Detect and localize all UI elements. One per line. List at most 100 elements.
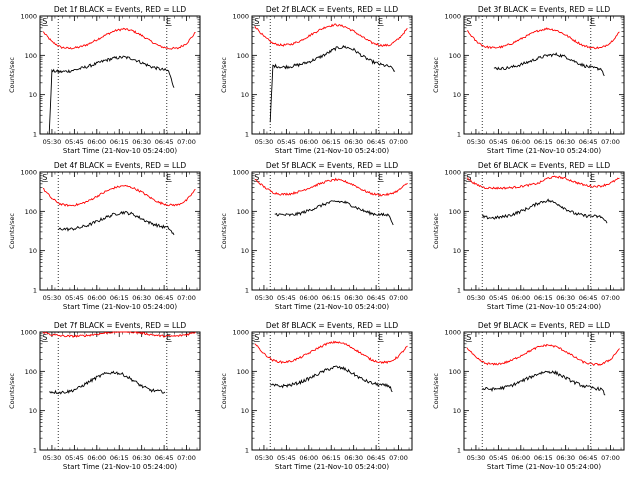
x-tick-label: 05:45 <box>277 294 296 302</box>
detector-panel-7: Det 7f BLACK = Events, RED = LLD Counts/s… <box>8 321 201 471</box>
lld-rate-line <box>466 175 620 190</box>
x-tick-label: 06:45 <box>579 454 598 462</box>
y-tick-label: 1000 <box>232 329 249 337</box>
interval-marker-label: E <box>378 17 383 26</box>
interval-marker-label: E <box>378 333 383 342</box>
y-tick-label: 1000 <box>444 329 461 337</box>
interval-marker-label: E <box>378 173 383 182</box>
detector-panel-9: Det 9f BLACK = Events, RED = LLD Counts/s… <box>432 321 625 471</box>
x-tick-label: 06:15 <box>534 454 553 462</box>
interval-marker-label: S <box>42 173 47 182</box>
x-tick-label: 06:45 <box>579 138 598 146</box>
y-tick-label: 1 <box>457 287 461 295</box>
y-tick-label: 1000 <box>20 169 37 177</box>
interval-marker-label: E <box>166 17 171 26</box>
y-tick-label: 100 <box>25 208 37 216</box>
y-axis-label: Counts/sec <box>8 57 16 93</box>
interval-marker-label: S <box>466 173 471 182</box>
x-tick-label: 06:15 <box>534 138 553 146</box>
y-axis-label: Counts/sec <box>220 373 228 409</box>
y-tick-label: 1 <box>33 447 37 455</box>
plot-frame <box>463 171 625 291</box>
x-tick-label: 06:00 <box>87 294 106 302</box>
x-tick-label: 05:45 <box>65 294 84 302</box>
interval-marker-label: E <box>590 173 595 182</box>
y-tick-label: 10 <box>241 247 249 255</box>
y-tick-label: 1 <box>457 131 461 139</box>
x-tick-label: 06:15 <box>110 454 129 462</box>
x-axis-label: Start Time (21-Nov-10 05:24:00) <box>487 463 601 471</box>
event-rate-line <box>58 210 175 236</box>
x-tick-label: 06:00 <box>511 294 530 302</box>
y-tick-label: 1 <box>33 287 37 295</box>
lld-rate-line <box>254 340 408 365</box>
lld-rate-line <box>42 331 196 339</box>
y-axis-label: Counts/sec <box>8 213 16 249</box>
detector-panel-1: Det 1f BLACK = Events, RED = LLD Counts/s… <box>8 5 201 155</box>
x-tick-label: 05:45 <box>65 138 84 146</box>
plot-frame <box>463 331 625 451</box>
y-tick-label: 100 <box>237 52 249 60</box>
detector-panel-3: Det 3f BLACK = Events, RED = LLD Counts/s… <box>432 5 625 155</box>
x-tick-label: 07:00 <box>389 454 408 462</box>
plot-frame <box>251 15 413 135</box>
x-tick-label: 06:30 <box>344 138 363 146</box>
x-tick-label: 06:45 <box>155 138 174 146</box>
x-tick-label: 06:45 <box>155 294 174 302</box>
panel-title: Det 8f BLACK = Events, RED = LLD <box>266 321 399 330</box>
x-tick-label: 06:30 <box>344 454 363 462</box>
x-tick-label: 06:15 <box>110 138 129 146</box>
detector-panel-5: Det 5f BLACK = Events, RED = LLD Counts/s… <box>220 161 413 311</box>
lld-rate-line <box>254 23 408 47</box>
x-tick-label: 06:45 <box>579 294 598 302</box>
x-tick-label: 07:00 <box>177 454 196 462</box>
interval-marker-label: S <box>42 17 47 26</box>
x-tick-label: 05:30 <box>467 294 486 302</box>
y-tick-label: 10 <box>241 407 249 415</box>
y-tick-label: 1 <box>457 447 461 455</box>
plot-frame <box>251 331 413 451</box>
interval-marker-label: S <box>254 17 259 26</box>
x-axis-label: Start Time (21-Nov-10 05:24:00) <box>275 463 389 471</box>
plot-frame <box>251 171 413 291</box>
y-tick-label: 10 <box>241 91 249 99</box>
panel-title: Det 4f BLACK = Events, RED = LLD <box>54 161 187 170</box>
interval-marker-label: E <box>166 173 171 182</box>
x-tick-label: 06:45 <box>367 294 386 302</box>
detector-panel-8: Det 8f BLACK = Events, RED = LLD Counts/s… <box>220 321 413 471</box>
interval-marker-label: E <box>590 333 595 342</box>
y-axis-label: Counts/sec <box>8 373 16 409</box>
y-axis-label: Counts/sec <box>432 373 440 409</box>
event-rate-line <box>49 370 166 395</box>
y-tick-label: 1000 <box>444 13 461 21</box>
x-tick-label: 06:00 <box>299 454 318 462</box>
y-tick-label: 10 <box>453 91 461 99</box>
x-tick-label: 06:00 <box>511 454 530 462</box>
event-rate-line <box>493 52 605 77</box>
x-tick-label: 05:30 <box>43 454 62 462</box>
x-tick-label: 07:00 <box>601 294 620 302</box>
event-rate-line <box>270 365 393 393</box>
x-tick-label: 06:00 <box>511 138 530 146</box>
x-tick-label: 05:45 <box>489 294 508 302</box>
plot-frame <box>39 15 201 135</box>
x-tick-label: 07:00 <box>601 454 620 462</box>
y-tick-label: 1 <box>245 131 249 139</box>
interval-marker-label: S <box>254 173 259 182</box>
panel-title: Det 6f BLACK = Events, RED = LLD <box>478 161 611 170</box>
y-tick-label: 10 <box>29 407 37 415</box>
x-tick-label: 05:30 <box>43 138 62 146</box>
y-tick-label: 1 <box>245 287 249 295</box>
lld-rate-line <box>42 184 196 207</box>
x-tick-label: 06:30 <box>556 294 575 302</box>
x-tick-label: 06:30 <box>556 138 575 146</box>
x-axis-label: Start Time (21-Nov-10 05:24:00) <box>487 147 601 155</box>
y-tick-label: 100 <box>25 52 37 60</box>
interval-marker-label: S <box>42 333 47 342</box>
detector-panel-4: Det 4f BLACK = Events, RED = LLD Counts/s… <box>8 161 201 311</box>
x-tick-label: 06:30 <box>132 294 151 302</box>
x-tick-label: 06:15 <box>534 294 553 302</box>
x-axis-label: Start Time (21-Nov-10 05:24:00) <box>63 147 177 155</box>
y-tick-label: 10 <box>29 91 37 99</box>
x-axis-label: Start Time (21-Nov-10 05:24:00) <box>63 303 177 311</box>
